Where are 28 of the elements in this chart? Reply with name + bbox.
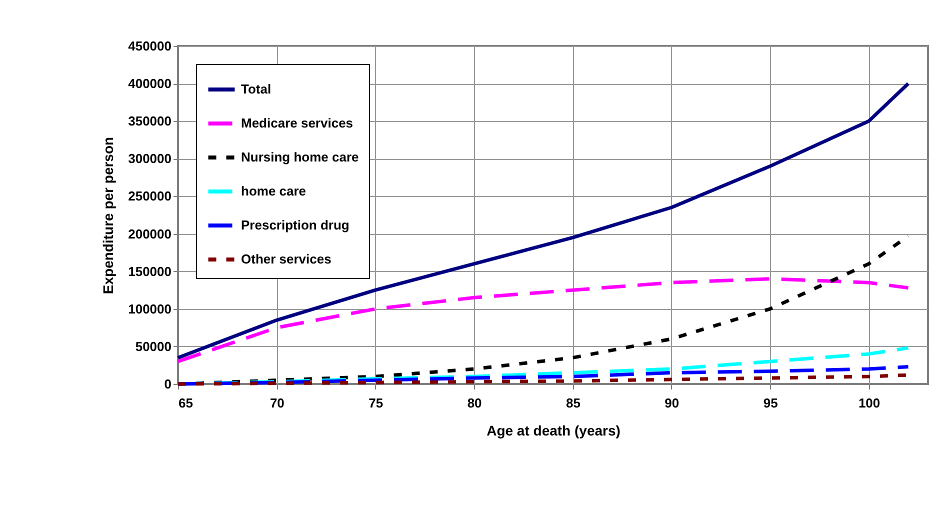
legend-label: Nursing home care — [241, 150, 359, 164]
x-tick-label: 90 — [664, 396, 680, 410]
legend-label: home care — [241, 184, 306, 198]
legend-label: Other services — [241, 252, 332, 266]
x-axis-title: Age at death (years) — [486, 422, 620, 438]
legend-label: Total — [241, 82, 272, 96]
y-tick-label: 150000 — [128, 264, 172, 279]
y-tick-label: 400000 — [128, 76, 172, 92]
x-tick-label: 85 — [566, 396, 580, 410]
y-tick-label: 300000 — [128, 151, 172, 166]
y-tick-label: 200000 — [128, 226, 172, 242]
y-axis-title: Expenditure per person — [100, 136, 116, 294]
y-tick-label: 0 — [164, 376, 172, 392]
y-tick-label: 250000 — [128, 188, 172, 204]
y-tick-label: 350000 — [128, 114, 172, 129]
x-tick-label: 75 — [368, 396, 384, 410]
x-tick-label: 100 — [858, 396, 880, 410]
legend-label: Medicare services — [241, 116, 354, 130]
y-tick-label: 450000 — [128, 38, 172, 54]
legend-label: Prescription drug — [241, 218, 350, 232]
line-series — [176, 82, 910, 360]
y-tick-label: 100000 — [128, 301, 172, 316]
x-tick-label: 70 — [270, 396, 284, 410]
y-tick-label: 50000 — [135, 338, 172, 354]
line-series — [176, 277, 910, 364]
x-tick-label: 80 — [467, 396, 482, 410]
x-tick-label: 95 — [763, 396, 778, 410]
x-tick-label: 65 — [178, 396, 193, 410]
